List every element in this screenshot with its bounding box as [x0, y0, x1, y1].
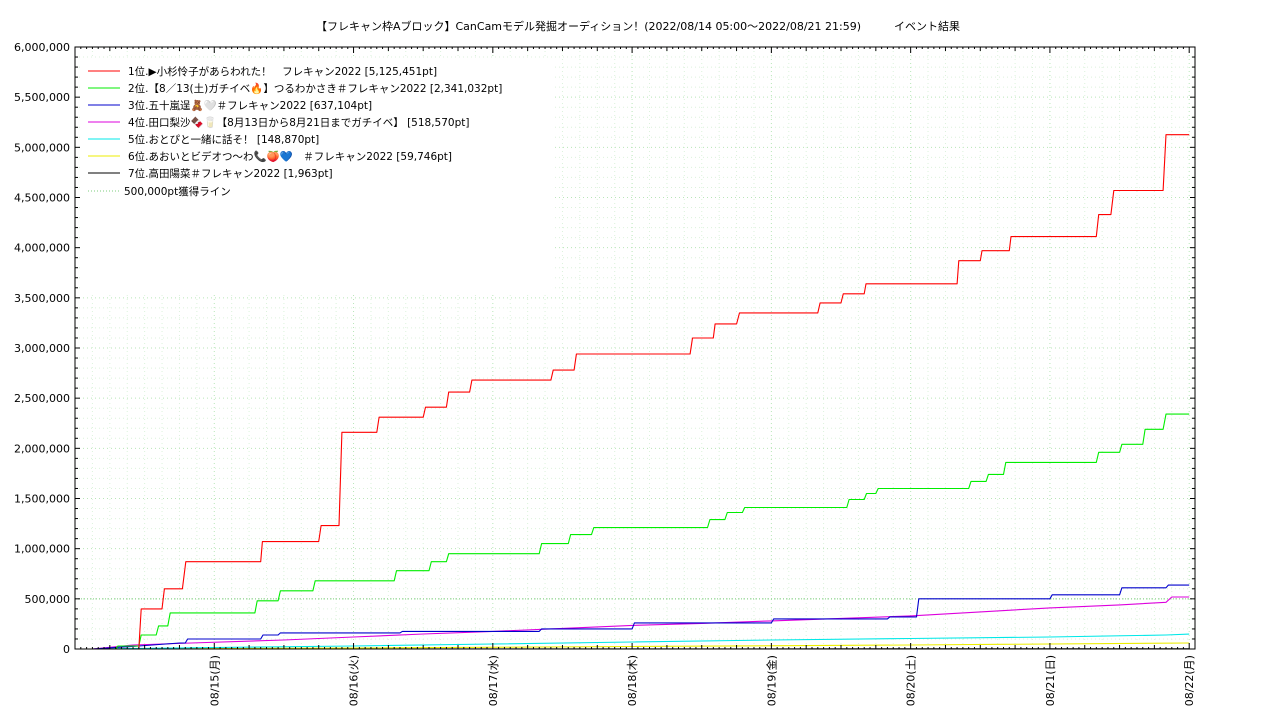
legend-label-2: 2位.【8／13(土)ガチイベ🔥】つるわかさき＃フレキャン2022 [2,341… [128, 82, 502, 95]
x-tick-label: 08/19(金) [764, 655, 778, 706]
legend-label-1: 1位.▶小杉怜子があらわれた！ フレキャン2022 [5,125,451pt] [128, 65, 437, 78]
y-tick-label: 3,500,000 [14, 292, 70, 305]
y-tick-label: 1,500,000 [14, 493, 70, 506]
x-tick-label: 08/22(月) [1183, 655, 1196, 706]
y-tick-label: 1,000,000 [14, 543, 70, 556]
legend-label-4: 4位.田口梨沙🍫🥛【8月13日から8月21日までガチイベ】 [518,570pt… [128, 116, 469, 129]
y-tick-label: 2,000,000 [14, 442, 70, 455]
y-tick-label: 6,000,000 [14, 41, 70, 54]
x-tick-label: 08/21(日) [1044, 655, 1057, 706]
y-tick-label: 4,000,000 [14, 242, 70, 255]
x-tick-label: 08/17(水) [487, 655, 500, 706]
legend-label-6: 6位.あおいとビデオつ〜わ📞🍑💙 ＃フレキャン2022 [59,746pt] [128, 149, 452, 163]
legend-label-5: 5位.おとぴと一緒に話そ！ [148,870pt] [128, 133, 319, 146]
chart-title: 【フレキャン枠Aブロック】CanCamモデル発掘オーディション！(2022/08… [315, 20, 961, 33]
series-line-3 [92, 584, 1190, 650]
y-tick-label: 500,000 [25, 593, 71, 606]
x-tick-label: 08/20(土) [905, 655, 918, 706]
series-line-5 [92, 633, 1190, 650]
x-tick-label: 08/18(木) [626, 655, 639, 706]
y-tick-label: 2,500,000 [14, 392, 70, 405]
y-tick-label: 3,000,000 [14, 342, 70, 355]
series-line-1 [104, 134, 1190, 650]
axes: 0 500,000 1,000,000 1,500,000 2,000,000 2,500… [14, 41, 1196, 706]
x-tick-label: 08/15(月) [208, 655, 221, 706]
series-line-6 [92, 642, 1190, 650]
series-line-2 [92, 413, 1190, 650]
legend-background [80, 59, 555, 294]
legend-label-reference: 500,000pt獲得ライン [124, 185, 231, 198]
grid [75, 47, 1195, 649]
legend: 1位.▶小杉怜子があらわれた！ フレキャン2022 [5,125,451pt] 2… [80, 59, 555, 294]
y-tick-label: 4,500,000 [14, 192, 70, 205]
legend-label-3: 3位.五十嵐逞🧸🤍＃フレキャン2022 [637,104pt] [128, 99, 372, 112]
legend-label-7: 7位.高田陽菜＃フレキャン2022 [1,963pt] [128, 167, 333, 180]
y-tick-label: 0 [63, 643, 70, 656]
x-tick-label: 08/16(火) [348, 655, 361, 706]
y-tick-label: 5,000,000 [14, 141, 70, 154]
y-tick-label: 5,500,000 [14, 91, 70, 104]
